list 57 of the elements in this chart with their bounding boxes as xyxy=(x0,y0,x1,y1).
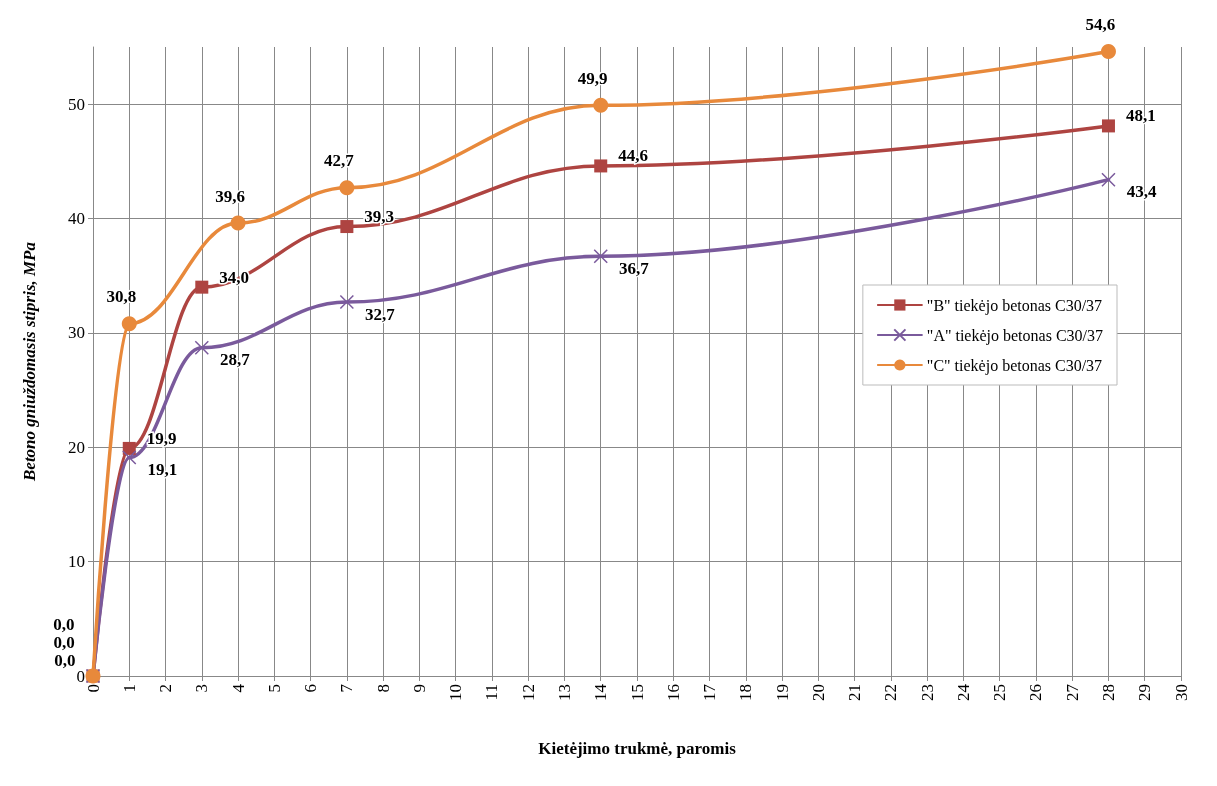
data-label: 44,6 xyxy=(618,146,648,166)
data-label: 32,7 xyxy=(365,304,396,324)
data-label: 39,3 xyxy=(364,207,395,227)
data-label: 36,7 xyxy=(618,258,650,278)
x-tick-label: 3 xyxy=(192,684,212,693)
x-tick-label: 26 xyxy=(1026,684,1046,701)
x-tick-label: 16 xyxy=(663,684,683,701)
x-tick-label: 24 xyxy=(953,683,973,701)
x-tick-label: 18 xyxy=(736,684,756,701)
x-tick-label: 13 xyxy=(554,684,574,701)
x-tick-label: 27 xyxy=(1062,683,1082,701)
x-tick-label: 8 xyxy=(373,684,393,693)
x-tick-label: 15 xyxy=(627,684,647,701)
y-tick-label: 10 xyxy=(68,552,85,572)
x-tick-label: 10 xyxy=(446,684,466,701)
data-label: 30,8 xyxy=(106,287,137,307)
x-tick-label: 9 xyxy=(409,684,429,693)
legend-label: "B" tiekėjo betonas C30/37 xyxy=(926,296,1103,315)
x-tick-label: 25 xyxy=(990,684,1010,701)
y-tick-label: 20 xyxy=(68,437,85,457)
data-label: 19,1 xyxy=(147,460,178,480)
x-tick-label: 21 xyxy=(845,684,865,701)
data-label: 54,6 xyxy=(1085,15,1116,35)
data-label: 0,0 xyxy=(53,632,75,652)
data-label: 49,9 xyxy=(577,68,608,88)
y-tick-label: 40 xyxy=(68,209,85,229)
data-label: 0,0 xyxy=(53,614,75,634)
x-tick-label: 29 xyxy=(1135,684,1155,701)
legend-label: "C" tiekėjo betonas C30/37 xyxy=(926,356,1103,375)
x-tick-label: 4 xyxy=(228,683,248,693)
x-tick-label: 0 xyxy=(83,684,103,693)
data-label: 28,7 xyxy=(220,350,251,370)
data-label: 42,7 xyxy=(323,151,355,171)
x-tick-label: 5 xyxy=(264,684,284,693)
data-label: 39,6 xyxy=(215,186,245,206)
x-tick-label: 28 xyxy=(1098,684,1118,701)
x-tick-label: 7 xyxy=(337,683,357,693)
y-tick-label: 50 xyxy=(68,94,85,114)
x-tick-label: 19 xyxy=(772,684,792,701)
y-axis-title: Betono gniuždomasis stipris, MPa xyxy=(20,241,39,483)
x-tick-label: 23 xyxy=(917,684,937,701)
x-tick-label: 20 xyxy=(808,684,828,701)
legend-label: "A" tiekėjo betonas C30/37 xyxy=(926,326,1104,345)
x-tick-label: 30 xyxy=(1171,684,1191,701)
x-tick-label: 17 xyxy=(700,683,720,701)
x-tick-label: 2 xyxy=(156,684,176,693)
x-tick-label: 6 xyxy=(301,684,321,693)
x-tick-label: 11 xyxy=(482,684,502,701)
data-label: 43,4 xyxy=(1126,182,1157,202)
x-tick-label: 12 xyxy=(518,684,538,701)
x-axis-title: Kietėjimo trukmė, paromis xyxy=(538,739,737,758)
x-tick-label: 14 xyxy=(591,683,611,701)
y-tick-label: 30 xyxy=(68,323,85,343)
data-label: 48,1 xyxy=(1125,106,1156,126)
x-tick-label: 22 xyxy=(881,684,901,701)
x-tick-label: 1 xyxy=(119,684,139,693)
data-label: 0,0 xyxy=(54,650,76,670)
